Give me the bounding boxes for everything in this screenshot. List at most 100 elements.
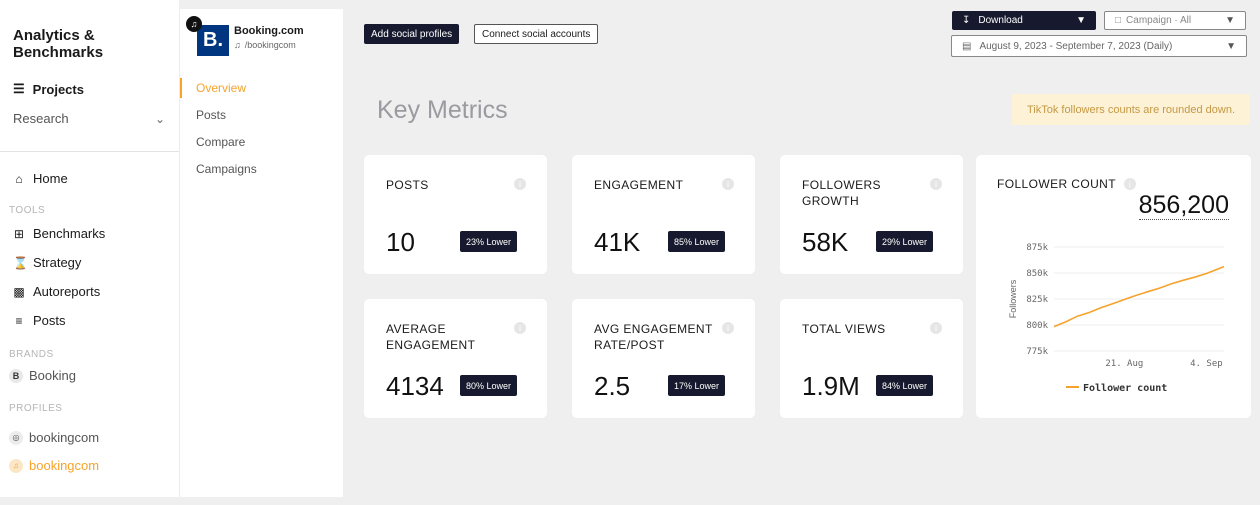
metric-title-line1: FOLLOWERS <box>802 178 881 192</box>
booking-logo: B. <box>197 25 229 56</box>
caret-down-icon: ▼ <box>1225 15 1235 26</box>
follower-count-title-text: FOLLOWER COUNT <box>997 177 1116 191</box>
logo-text: B. <box>203 29 223 51</box>
profile-item-tiktok[interactable]: ♫ bookingcom <box>9 458 99 473</box>
bookmark-icon: □ <box>1115 15 1122 26</box>
metric-title: FOLLOWERS GROWTH <box>802 177 881 209</box>
app-title-line1: Analytics & <box>13 27 95 44</box>
series-line <box>1053 265 1225 328</box>
legend-label: Follower count <box>1083 383 1167 394</box>
campaign-value: Campaign · All <box>1126 15 1192 26</box>
profile-panel: B. ♫ Booking.com ♫ /bookingcom Overview … <box>179 9 343 497</box>
y-tick-label: 875k <box>1026 243 1048 253</box>
y-tick-label: 775k <box>1026 347 1048 357</box>
chevron-down-icon: ⌄ <box>154 111 165 126</box>
date-range-select[interactable]: ▤ August 9, 2023 - September 7, 2023 (Da… <box>951 35 1247 57</box>
download-icon: ↧ <box>962 15 971 26</box>
sidebar-item-benchmarks[interactable]: ⊞ Benchmarks <box>13 226 105 241</box>
info-icon[interactable]: i <box>930 322 942 334</box>
tiktok-icon: ♫ <box>9 458 23 473</box>
projects-link[interactable]: ☰ Projects <box>13 81 84 97</box>
app-title: Analytics & Benchmarks <box>13 27 103 61</box>
sidebar-item-label: Home <box>33 171 68 186</box>
sidebar-item-label: Strategy <box>33 255 82 270</box>
metric-title-line1: ENGAGEMENT <box>594 178 684 192</box>
info-icon[interactable]: i <box>722 178 734 190</box>
layers-icon: ☰ <box>13 81 25 96</box>
metric-card-engagement: ENGAGEMENT i 41K 85% Lower <box>572 155 755 274</box>
instagram-icon: ◎ <box>9 430 23 445</box>
metric-title-line1: POSTS <box>386 178 429 192</box>
add-social-profiles-button[interactable]: Add social profiles <box>364 24 460 44</box>
tab-posts[interactable]: Posts <box>196 108 227 122</box>
project-select[interactable]: Research ⌄ <box>13 111 165 126</box>
metric-value: 10 <box>386 227 415 257</box>
sidebar-item-autoreports[interactable]: ▩ Autoreports <box>13 284 100 299</box>
section-label-tools: TOOLS <box>9 205 46 216</box>
project-select-value: Research <box>13 111 69 126</box>
campaign-select[interactable]: □ Campaign · All ▼ <box>1104 11 1246 30</box>
metric-title: ENGAGEMENT <box>594 177 683 193</box>
page-title: Key Metrics <box>377 96 508 124</box>
follower-count-chart: 775k 800k 825k 850k 875k Followers 21. Aug 4. S… <box>1008 243 1225 394</box>
info-icon[interactable]: i <box>930 178 942 190</box>
sidebar-item-posts[interactable]: ≡ Posts <box>13 313 66 328</box>
metric-card-followers-growth: FOLLOWERS GROWTH i 58K 29% Lower <box>780 155 963 274</box>
metric-title-line1: AVG ENGAGEMENT <box>594 322 713 336</box>
metric-value: 2.5 <box>594 371 631 401</box>
metric-value: 58K <box>802 227 849 257</box>
info-icon[interactable]: i <box>1123 178 1136 190</box>
metric-card-posts: POSTS i 10 23% Lower <box>364 155 547 274</box>
bar-chart-icon: ▩ <box>13 284 25 299</box>
comparison-badge: 80% Lower <box>460 375 518 396</box>
profile-label: bookingcom <box>29 458 100 473</box>
profile-item-instagram[interactable]: ◎ bookingcom <box>9 430 99 445</box>
follower-count-card: FOLLOWER COUNT i 856,200 775k 800k 825k 850… <box>976 155 1251 418</box>
metric-title-line1: AVERAGE <box>386 322 446 336</box>
sidebar-item-label: Autoreports <box>33 284 101 299</box>
y-tick-label: 825k <box>1026 295 1048 305</box>
tab-overview[interactable]: Overview <box>196 81 247 95</box>
connect-social-accounts-button[interactable]: Connect social accounts <box>474 24 599 44</box>
list-icon: ≡ <box>15 313 23 328</box>
sidebar-item-label: Posts <box>33 313 66 328</box>
metric-card-average-engagement: AVERAGE ENGAGEMENT i 4134 80% Lower <box>364 299 547 418</box>
profile-name: Booking.com <box>234 25 304 37</box>
app-title-line2: Benchmarks <box>13 44 104 61</box>
tab-compare[interactable]: Compare <box>196 135 246 149</box>
brand-item-booking[interactable]: B Booking <box>9 368 76 383</box>
comparison-badge: 17% Lower <box>668 375 726 396</box>
projects-label: Projects <box>32 81 84 97</box>
comparison-badge: 29% Lower <box>876 231 934 252</box>
info-icon[interactable]: i <box>722 322 734 334</box>
sidebar-item-home[interactable]: ⌂ Home <box>13 171 68 186</box>
info-icon[interactable]: i <box>514 178 526 190</box>
sidebar-item-label: Benchmarks <box>33 226 106 241</box>
metric-value: 4134 <box>386 371 444 401</box>
metric-card-avg-engagement-rate: AVG ENGAGEMENT RATE/POST i 2.5 17% Lower <box>572 299 755 418</box>
follower-count-value: 856,200 <box>1138 191 1229 220</box>
tiktok-icon: ♫ <box>234 40 241 50</box>
caret-down-icon: ▼ <box>1226 40 1236 52</box>
divider <box>0 151 179 152</box>
profile-label: bookingcom <box>29 430 100 445</box>
section-label-profiles: PROFILES <box>9 403 63 414</box>
download-button[interactable]: ↧ Download ▼ <box>952 11 1096 30</box>
tiktok-icon: ♫ <box>186 16 202 32</box>
download-label: Download <box>978 15 1023 26</box>
tab-campaigns[interactable]: Campaigns <box>196 162 257 176</box>
y-axis-label: Followers <box>1008 279 1018 318</box>
hourglass-icon: ⌛ <box>13 255 28 270</box>
x-tick-label: 21. Aug <box>1105 359 1143 369</box>
y-tick-label: 850k <box>1026 269 1048 279</box>
metric-value: 1.9M <box>802 371 860 401</box>
comparison-badge: 23% Lower <box>460 231 518 252</box>
grid-icon: ⊞ <box>13 226 25 241</box>
metric-title: POSTS <box>386 177 429 193</box>
metric-title-line2: RATE/POST <box>594 338 665 352</box>
caret-down-icon: ▼ <box>1076 15 1086 26</box>
sidebar-item-strategy[interactable]: ⌛ Strategy <box>13 255 81 270</box>
info-icon[interactable]: i <box>514 322 526 334</box>
metric-value: 41K <box>594 227 641 257</box>
followers-notice: TikTok followers counts are rounded down… <box>1012 94 1250 125</box>
